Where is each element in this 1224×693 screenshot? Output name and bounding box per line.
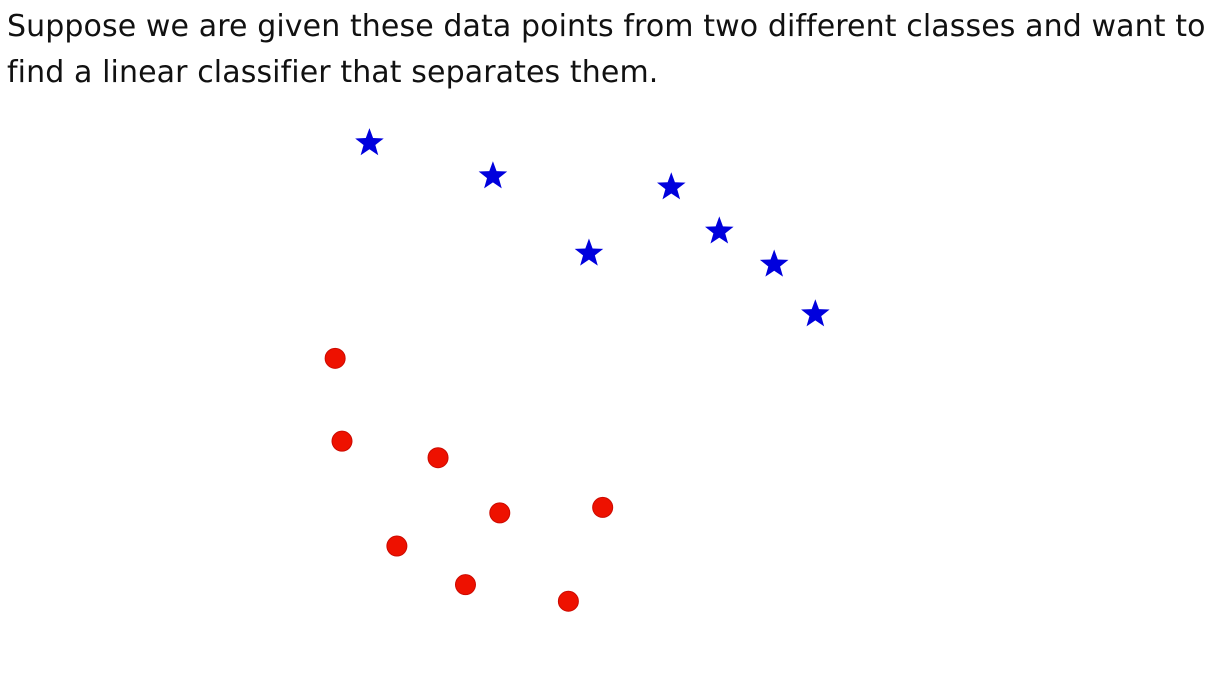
circle-point xyxy=(324,347,346,369)
star-point xyxy=(355,128,384,156)
circle-point xyxy=(557,590,579,612)
text-line-1: Suppose we are given these data points f… xyxy=(7,9,1206,44)
slide-text: Suppose we are given these data points f… xyxy=(7,4,1222,96)
star-point xyxy=(657,172,686,200)
circle-point xyxy=(386,535,408,557)
circle-point xyxy=(427,447,449,469)
circle-point xyxy=(592,496,614,518)
star-point xyxy=(478,161,508,189)
circle-point xyxy=(454,574,476,596)
circle-point xyxy=(489,502,511,524)
circle-point xyxy=(331,430,353,452)
star-point xyxy=(759,249,789,277)
star-point xyxy=(574,238,604,266)
text-line-2: find a linear classifier that separates … xyxy=(7,55,659,90)
star-point xyxy=(801,299,830,327)
star-point xyxy=(705,216,734,244)
